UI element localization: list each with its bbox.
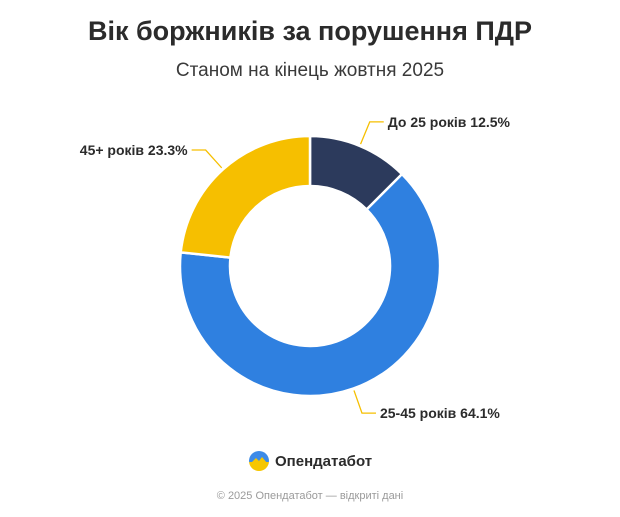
opendatabot-logo-icon bbox=[249, 451, 269, 471]
brand-logo[interactable]: Опендатабот bbox=[249, 449, 372, 473]
brand-name: Опендатабот bbox=[275, 452, 373, 470]
slice-label-1: 25-45 років 64.1% bbox=[380, 405, 500, 421]
leader-line-0 bbox=[359, 121, 384, 145]
leader-line-1 bbox=[353, 390, 376, 414]
donut-chart: До 25 років 12.5% 25-45 років 64.1% 45+ ро… bbox=[80, 114, 511, 421]
donut-slice-2[interactable] bbox=[179, 134, 312, 259]
donut-slice-1[interactable] bbox=[178, 172, 442, 398]
chart-subtitle: Станом на кінець жовтня 2025 bbox=[175, 60, 445, 81]
slice-label-2: 45+ років 23.3% bbox=[80, 142, 188, 158]
slice-label-0: До 25 років 12.5% bbox=[388, 114, 511, 130]
footer-copyright: © 2025 Опендатабот — відкриті дані bbox=[216, 490, 404, 502]
leader-line-2 bbox=[191, 149, 223, 169]
chart-title: Вік боржників за порушення ПДР bbox=[87, 16, 533, 46]
